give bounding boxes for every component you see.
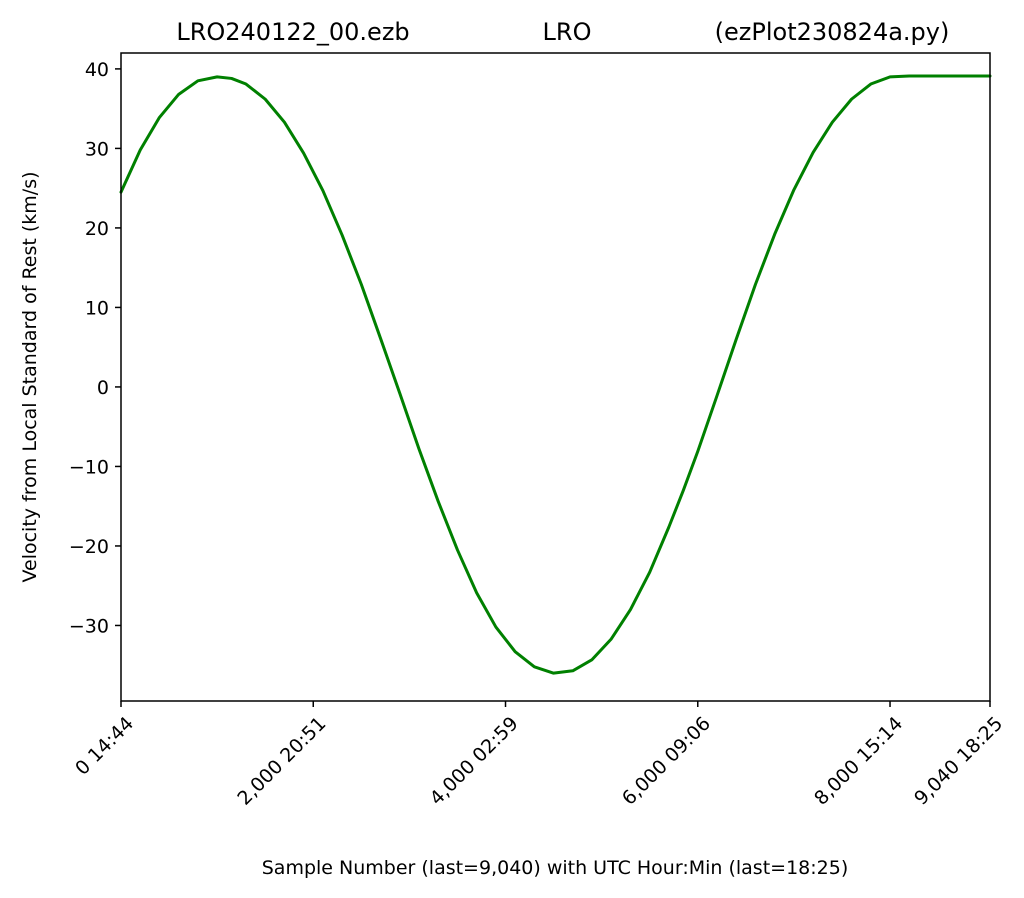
x-tick-label: 2,000 20:51	[233, 713, 330, 810]
x-tick-label: 4,000 02:59	[426, 713, 523, 810]
y-tick-label: −10	[69, 456, 109, 478]
plot-frame	[120, 52, 991, 702]
chart-title-left: LRO240122_00.ezb	[176, 18, 409, 46]
x-tick-label: 9,040 18:25	[910, 713, 1007, 810]
y-tick-label: 30	[85, 138, 109, 160]
series-line-0	[119, 74, 992, 675]
chart-title-right: (ezPlot230824a.py)	[715, 18, 950, 46]
y-tick-label: −30	[69, 615, 109, 637]
y-tick-label: 0	[97, 377, 109, 399]
x-axis-label: Sample Number (last=9,040) with UTC Hour…	[262, 857, 849, 879]
chart-title-center: LRO	[543, 18, 592, 46]
y-tick-label: 20	[85, 218, 109, 240]
line-layer	[119, 74, 992, 675]
y-axis-label: Velocity from Local Standard of Rest (km…	[19, 171, 41, 582]
y-tick-label: −20	[69, 536, 109, 558]
y-axis: 40 30 20 10 0 −10 −20 −30	[69, 59, 121, 637]
y-tick-label: 10	[85, 297, 109, 319]
x-axis: 0 14:44 2,000 20:51 4,000 02:59 6,000 09:06…	[71, 701, 1007, 810]
y-tick-label: 40	[85, 59, 109, 81]
x-tick-label: 0 14:44	[71, 713, 138, 780]
x-tick-label: 8,000 15:14	[810, 713, 907, 810]
x-tick-label: 6,000 09:06	[618, 713, 715, 810]
